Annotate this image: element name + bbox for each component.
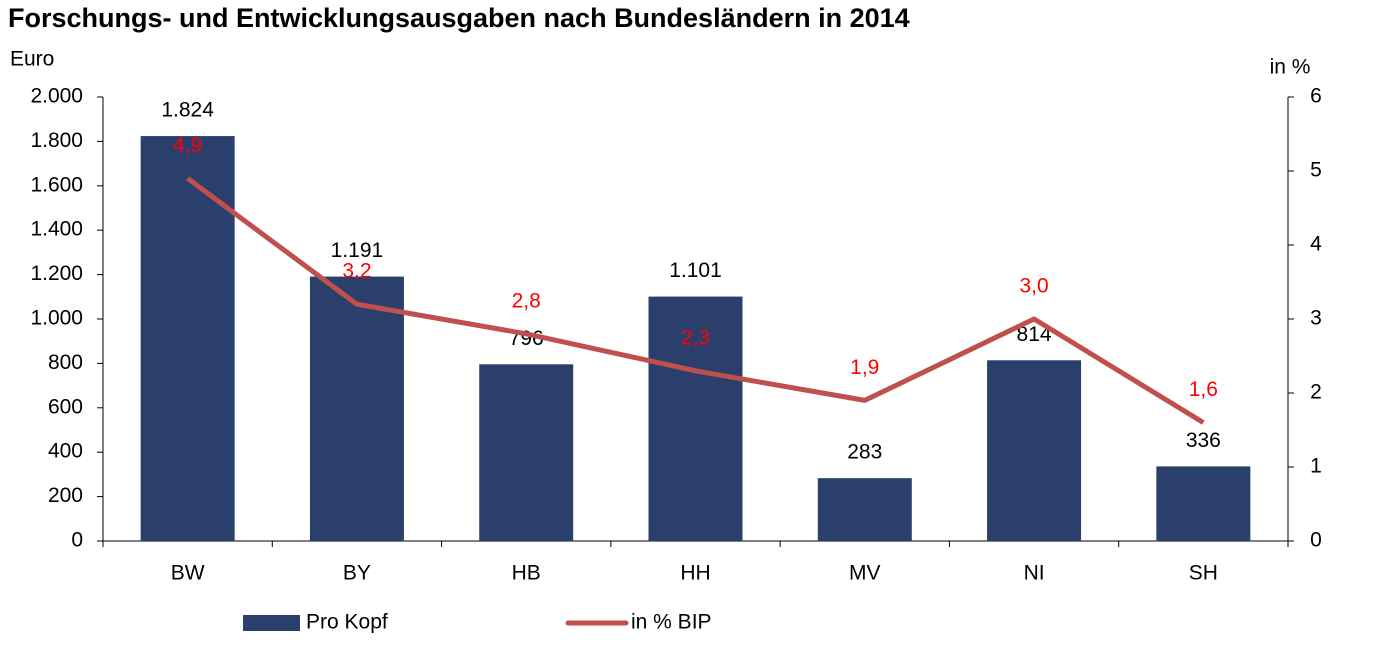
x-tick-label: NI (1024, 562, 1045, 585)
y-tick-label: 200 (48, 484, 83, 507)
bar-value-label: 1.824 (161, 99, 214, 122)
bar-value-label: 283 (847, 441, 882, 464)
y-tick-label: 0 (71, 529, 83, 552)
bar (648, 296, 743, 541)
x-tick-label: BW (171, 562, 205, 585)
y-axis-label: Euro (10, 48, 54, 71)
legend-label: Pro Kopf (306, 611, 388, 634)
line-value-label: 2,8 (512, 289, 541, 312)
y2-tick-label: 3 (1310, 307, 1322, 330)
y2-tick-label: 4 (1310, 233, 1322, 256)
bar (1156, 466, 1251, 541)
y-tick-label: 1.200 (30, 262, 83, 285)
line-value-label: 2,3 (681, 326, 710, 349)
legend-swatch (243, 615, 300, 631)
x-tick-label: SH (1189, 562, 1218, 585)
y2-tick-label: 0 (1310, 529, 1322, 552)
line-value-label: 4,9 (173, 134, 202, 157)
bar-value-label: 814 (1017, 323, 1052, 346)
bar (309, 276, 404, 541)
bar-value-label: 1.101 (669, 259, 722, 282)
bar (479, 364, 574, 541)
line-value-label: 3,2 (342, 260, 371, 283)
bar (987, 360, 1082, 541)
line-value-label: 1,6 (1189, 378, 1218, 401)
y2-axis-label: in % (1270, 56, 1311, 79)
y-tick-label: 1.800 (30, 129, 83, 152)
y2-tick-label: 6 (1310, 85, 1322, 108)
y2-tick-label: 2 (1310, 381, 1322, 404)
bar-value-label: 1.191 (331, 239, 384, 262)
y-tick-label: 1.000 (30, 307, 83, 330)
bar (817, 478, 912, 541)
x-tick-label: MV (849, 562, 881, 585)
y-tick-label: 1.400 (30, 218, 83, 241)
x-tick-label: BY (343, 562, 371, 585)
line-series (186, 176, 1205, 425)
y-tick-label: 600 (48, 395, 83, 418)
bar (140, 136, 235, 541)
bar-value-label: 336 (1186, 429, 1221, 452)
y-tick-label: 2.000 (30, 85, 83, 108)
y2-tick-label: 1 (1310, 455, 1322, 478)
y-tick-label: 400 (48, 440, 83, 463)
chart-title: Forschungs- und Entwicklungsausgaben nac… (8, 3, 910, 33)
legend-label: in % BIP (631, 611, 712, 634)
y2-tick-label: 5 (1310, 159, 1322, 182)
line-value-label: 1,9 (850, 356, 879, 379)
y-tick-label: 800 (48, 351, 83, 374)
x-tick-label: HB (512, 562, 541, 585)
x-tick-label: HH (680, 562, 710, 585)
line-value-label: 3,0 (1019, 275, 1048, 298)
y-tick-label: 1.600 (30, 173, 83, 196)
